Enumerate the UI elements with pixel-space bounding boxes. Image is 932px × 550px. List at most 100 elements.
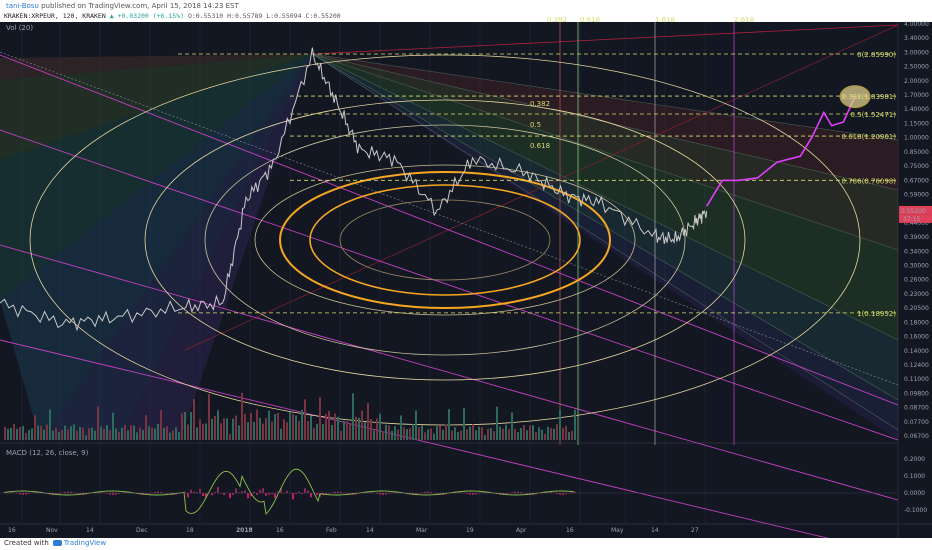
volume-bar — [46, 424, 48, 440]
fan-sector — [0, 54, 313, 80]
footer: Created with TradingView — [0, 538, 932, 550]
macd-hist-bar — [547, 491, 549, 494]
volume-bar — [184, 411, 186, 440]
volume-bar — [295, 415, 297, 440]
price-tick-label: 0.20500 — [904, 305, 929, 312]
macd-hist-bar — [556, 493, 558, 495]
fib-level-label: 0(2.85990) — [857, 51, 896, 59]
macd-hist-bar — [166, 493, 168, 494]
macd-indicator-label[interactable]: MACD (12, 26, close, 9) — [6, 449, 89, 457]
price-tick-label: 4.00000 — [904, 21, 929, 28]
volume-bar — [172, 430, 174, 440]
macd-hist-bar — [70, 491, 72, 494]
fan-sector — [312, 54, 898, 440]
macd-hist-bar — [262, 488, 264, 494]
volume-indicator-label[interactable]: Vol (20) — [6, 24, 34, 32]
symbol-label: KRAKEN:XRPEUR, 120 — [4, 12, 75, 20]
fib-level-label: 0.5(1.52471) — [850, 111, 896, 119]
macd-hist-bar — [328, 493, 330, 494]
time-tick-label: May — [611, 527, 624, 534]
volume-bar — [307, 421, 309, 440]
macd-hist-bar — [280, 488, 282, 494]
macd-hist-bar — [304, 488, 306, 494]
volume-bar — [481, 427, 483, 440]
volume-bar — [28, 429, 30, 440]
volume-bar — [511, 412, 513, 440]
volume-bar — [202, 423, 204, 440]
volume-bar — [298, 420, 300, 440]
low-value: L:0.55094 — [266, 12, 302, 20]
time-tick-label: 19 — [466, 527, 474, 534]
author-link[interactable]: tani-Bosu — [6, 2, 39, 10]
fan-line — [312, 53, 899, 401]
macd-hist-bar — [295, 493, 297, 495]
price-tick-label: 0.30000 — [904, 263, 929, 270]
time-tick-label: 14 — [366, 527, 374, 534]
macd-hist-bar — [106, 493, 108, 494]
volume-bar — [562, 427, 564, 440]
volume-bar — [88, 428, 90, 440]
price-tick-label: 0.06700 — [904, 433, 929, 440]
volume-bar — [334, 413, 336, 440]
macd-hist-bar — [190, 489, 192, 494]
volume-bar — [370, 419, 372, 440]
volume-bar — [382, 431, 384, 440]
fib-level-label: 0.786(0.76098) — [842, 177, 897, 185]
volume-bar — [388, 425, 390, 440]
macd-hist-bar — [250, 493, 252, 497]
volume-bar — [460, 430, 462, 440]
time-tick-label: 16 — [8, 527, 16, 534]
volume-bar — [226, 418, 228, 440]
volume-bar — [436, 426, 438, 440]
volume-bar — [220, 423, 222, 440]
volume-bar — [340, 430, 342, 440]
macd-hist-bar — [475, 493, 477, 495]
pitchfork-line — [0, 54, 899, 406]
volume-bar — [466, 429, 468, 440]
volume-bar — [40, 425, 42, 440]
macd-hist-bar — [418, 493, 420, 494]
macd-hist-bar — [376, 493, 378, 494]
price-tag — [899, 205, 932, 215]
macd-hist-bar — [202, 493, 204, 497]
price-tick-label: 0.67000 — [904, 177, 929, 184]
volume-bar — [304, 399, 306, 440]
volume-bar — [13, 424, 15, 440]
macd-hist-bar — [169, 493, 171, 495]
macd-hist-bar — [436, 493, 438, 494]
tradingview-brand[interactable]: TradingView — [63, 539, 107, 547]
volume-bar — [532, 425, 534, 440]
volume-bar — [379, 413, 381, 440]
volume-bar — [214, 415, 216, 440]
macd-hist-bar — [67, 491, 69, 494]
macd-hist-bar — [427, 491, 429, 494]
volume-bar — [319, 397, 321, 440]
macd-tick-label: 0.1000 — [904, 473, 925, 480]
open-value: O:0.55310 — [187, 12, 224, 20]
macd-hist-bar — [76, 493, 78, 494]
volume-bar — [271, 421, 273, 440]
volume-bar — [547, 426, 549, 440]
volume-bar — [133, 425, 135, 440]
fib-circle — [309, 184, 581, 296]
volume-bar — [310, 415, 312, 440]
fib-level-label: 0.618(1.20961) — [842, 133, 897, 141]
volume-bar — [190, 411, 192, 440]
volume-bar — [520, 428, 522, 440]
macd-hist-bar — [520, 491, 522, 494]
fan-label: 0.382 — [530, 100, 550, 108]
time-tick-label: 27 — [691, 527, 699, 534]
price-tick-label: 0.11000 — [904, 376, 929, 383]
volume-bar — [400, 415, 402, 440]
volume-bar — [499, 426, 501, 440]
volume-bar — [154, 428, 156, 440]
volume-bar — [25, 432, 27, 440]
volume-bar — [103, 428, 105, 440]
volume-bar — [274, 414, 276, 440]
fib-level-label: 1(0.18952) — [857, 310, 896, 318]
volume-bar — [247, 422, 249, 440]
fan-sector — [0, 54, 313, 440]
macd-hist-bar — [154, 491, 156, 494]
volume-bar — [508, 429, 510, 440]
